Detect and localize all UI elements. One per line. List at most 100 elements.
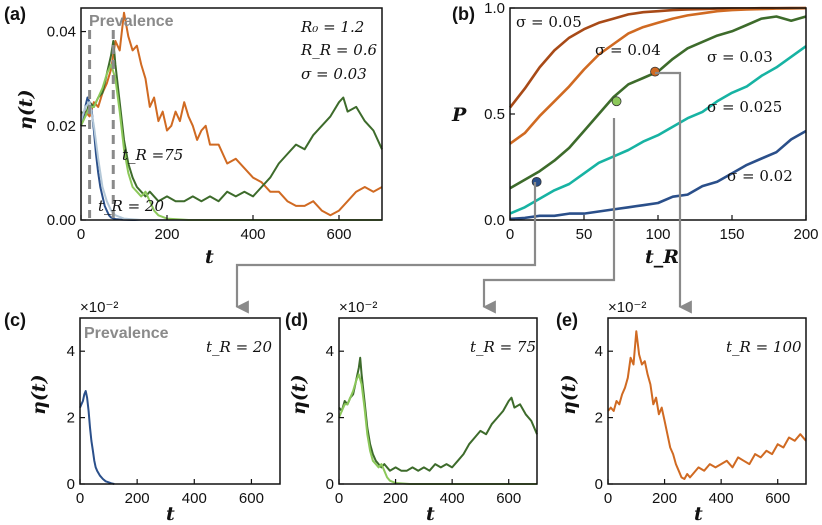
panel-c-series-0: [79, 390, 115, 485]
panel-c-ytick-label: 2: [67, 410, 75, 427]
panel-b-xtick-label: 50: [576, 226, 593, 243]
panel-a-param-r0: R₀ = 1.2: [300, 18, 364, 36]
panel-e-xtick-label: 200: [652, 490, 677, 507]
panel-e-label: (e): [556, 310, 578, 330]
panel-a-param-rr: R_R = 0.6: [300, 41, 378, 59]
panel-b-label-sigma-005: σ = 0.05: [516, 13, 582, 31]
panel-d-ytick-label: 0: [326, 476, 334, 493]
panel-c-xlabel: t: [166, 503, 175, 525]
panel-e-ylabel: η(t): [558, 374, 580, 415]
arrow-to-panel-c: [235, 182, 537, 314]
panel-d-ytick-label: 4: [326, 343, 334, 360]
panel-a-tr75-label: t_R =75: [122, 146, 183, 164]
panel-e-frame: [607, 317, 807, 485]
panel-e-ytick-label: 4: [595, 343, 603, 360]
connector-arrows: [235, 71, 692, 314]
panel-a-xtick-label: 0: [77, 226, 85, 243]
panel-d-series-0: [338, 356, 538, 472]
panel-c-xtick-label: 200: [125, 490, 150, 507]
panel-c-xtick-label: 0: [76, 490, 84, 507]
panel-c-label: (c): [4, 310, 26, 330]
panel-a-xticks: 0 200 400 600: [77, 215, 352, 243]
panel-b-marked-point-2: [650, 66, 660, 77]
panel-b-series-3: [509, 45, 807, 215]
panel-d-scale: ×10⁻²: [339, 299, 377, 316]
panel-c-xtick-label: 400: [182, 490, 207, 507]
panel-a-xtick-label: 400: [240, 226, 265, 243]
panel-b-ytick-label: 0.0: [484, 212, 505, 229]
panel-a-series-4: [80, 63, 382, 221]
panel-a-frame: [80, 7, 383, 221]
panel-e-xlabel: t: [694, 503, 703, 525]
panel-a-ytick-label: 0.04: [47, 24, 76, 41]
panel-a: 0 200 400 600 0.00 0.02 0.04 Prevalence R₀ = …: [15, 7, 383, 268]
panel-d-yticks: 0 2 4: [326, 343, 344, 493]
panel-d-series: [338, 356, 538, 485]
panel-b-xtick-label: 0: [506, 226, 514, 243]
panel-b-ylabel: P: [451, 104, 467, 126]
panel-b-marked-point-1: [611, 96, 622, 107]
panel-c-scale: ×10⁻²: [80, 299, 118, 316]
panel-e-ytick-label: 0: [595, 476, 603, 493]
panel-d-xtick-label: 600: [496, 490, 521, 507]
panel-a-series-0: [80, 11, 383, 217]
panel-a-prevalence-label: Prevalence: [89, 13, 174, 30]
panel-b-xtick-label: 150: [719, 226, 744, 243]
panel-b-ytick-label: 0.5: [484, 106, 505, 123]
panel-a-series: [80, 11, 383, 221]
panel-d-xtick-label: 400: [440, 490, 465, 507]
panel-b-label-sigma-002: σ = 0.02: [727, 167, 793, 185]
panel-b-yticks: 0.0 0.5 1.0: [484, 0, 515, 229]
panel-c-yticks: 0 2 4: [67, 343, 85, 493]
panel-c-prevalence-label: Prevalence: [84, 325, 169, 342]
panel-d-label: (d): [285, 310, 308, 330]
panel-d-frame: [338, 317, 538, 485]
panel-b-label-sigma-003: σ = 0.03: [707, 48, 773, 66]
panel-d-xtick-label: 200: [383, 490, 408, 507]
panel-b-xticks: 0 50 100 150 200: [506, 215, 819, 243]
arrow-to-panel-d: [482, 118, 616, 314]
panel-e-xtick-label: 400: [709, 490, 734, 507]
panel-c-ylabel: η(t): [28, 374, 50, 415]
panel-d-ylabel: η(t): [288, 374, 310, 415]
panel-b-marked-point-0: [531, 176, 542, 187]
panel-e-xtick-label: 600: [765, 490, 790, 507]
panel-b-label-sigma-004: σ = 0.04: [595, 41, 661, 59]
panel-c-xticks: 0 200 400 600: [76, 479, 264, 507]
panel-e-series-0: [607, 330, 807, 480]
panel-e-xticks: 0 200 400 600: [604, 479, 790, 507]
panel-c-ytick-label: 0: [67, 476, 75, 493]
panel-e-series: [607, 330, 807, 480]
panel-b-series-1: [509, 6, 807, 145]
panel-a-ylabel: η(t): [15, 89, 37, 130]
panel-d-xlabel: t: [426, 503, 435, 525]
panel-d: 0 200 400 600 0 2 4 ×10⁻² t_R = 75 η(t) t: [288, 299, 538, 525]
panel-a-tr20-label: t_R = 20: [98, 197, 164, 215]
panel-c: 0 200 400 600 0 2 4 ×10⁻² Prevalence t_R = 20…: [28, 299, 281, 525]
panel-a-label: (a): [4, 4, 26, 24]
panel-e: 0 200 400 600 0 2 4 ×10⁻² t_R = 100 η(t) t: [558, 299, 807, 525]
panel-a-ytick-label: 0.00: [47, 212, 76, 229]
panel-b-xtick-label: 200: [793, 226, 818, 243]
panel-a-ytick-label: 0.02: [47, 118, 76, 135]
panel-d-series-1: [338, 373, 537, 485]
panel-c-frame: [79, 317, 281, 485]
panel-d-xticks: 0 200 400 600: [335, 479, 521, 507]
panel-b-label: (b): [452, 4, 475, 24]
panel-e-tr-label: t_R = 100: [726, 338, 802, 356]
panel-b-marked-points: [531, 66, 660, 187]
panel-b: 0 50 100 150 200 0.0 0.5 1.0 σ = 0.05 σ = 0.04…: [451, 0, 819, 268]
panel-b-ytick-label: 1.0: [484, 0, 505, 17]
panel-e-scale: ×10⁻²: [608, 299, 646, 316]
panel-c-series: [79, 390, 115, 485]
panel-b-label-sigma-0025: σ = 0.025: [707, 98, 782, 116]
panel-c-tr-label: t_R = 20: [206, 338, 272, 356]
panel-e-xtick-label: 0: [604, 490, 612, 507]
panel-e-ytick-label: 2: [595, 410, 603, 427]
panel-b-xtick-label: 100: [645, 226, 670, 243]
panel-b-series-4: [509, 129, 807, 221]
panel-a-xlabel: t: [205, 246, 214, 268]
arrow-to-panel-e: [655, 71, 692, 314]
panel-c-xtick-label: 600: [239, 490, 264, 507]
